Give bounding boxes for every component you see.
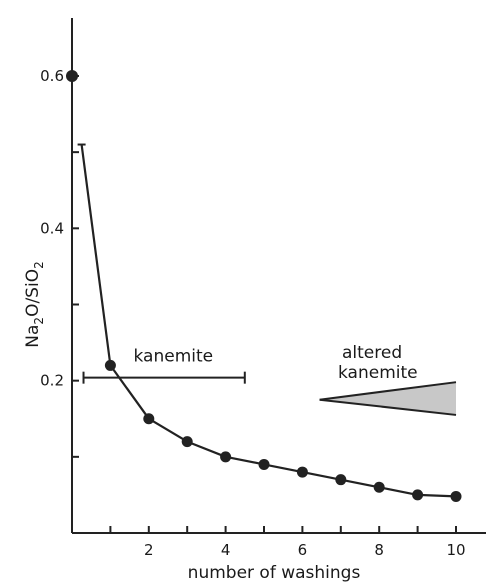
data-point — [373, 481, 385, 493]
y-axis-label-part: O/SiO — [23, 269, 43, 317]
altered-kanemite-wedge-top-edge — [319, 381, 457, 401]
altered-kanemite-wedge — [321, 382, 456, 415]
y-axis-label-part: Na — [23, 325, 43, 348]
y-tick-label: 0.4 — [40, 219, 64, 237]
data-point — [181, 436, 193, 448]
ticks: 2 4 6 8 10 0.2 0.4 0.6 — [40, 67, 465, 559]
x-axis-label: number of washings — [188, 563, 361, 583]
x-tick-label: 8 — [374, 541, 384, 559]
annotations: kanemite altered kanemite — [82, 343, 457, 416]
altered-kanemite-label-line-2: kanemite — [338, 363, 418, 383]
data-point — [143, 413, 155, 425]
data-point — [258, 458, 270, 470]
y-axis-label: Na2O/SiO2 — [23, 261, 46, 347]
y-tick-label: 0.6 — [40, 67, 64, 85]
series-line — [80, 144, 457, 498]
altered-kanemite-wedge-bottom-edge — [319, 398, 457, 416]
x-tick-label: 10 — [446, 541, 465, 559]
y-tick-label: 0.2 — [40, 372, 64, 390]
altered-kanemite-label-line-1: altered — [342, 343, 402, 363]
data-point — [296, 466, 308, 478]
axes — [71, 18, 486, 534]
y-axis-label-subscript: 2 — [32, 261, 46, 269]
series — [66, 69, 462, 502]
kanemite-label: kanemite — [134, 347, 214, 367]
data-point — [220, 451, 232, 463]
data-point — [412, 489, 424, 501]
x-tick-label: 2 — [144, 541, 154, 559]
data-point — [66, 69, 78, 82]
x-tick-label: 6 — [298, 541, 308, 559]
x-tick-label: 4 — [221, 541, 231, 559]
data-point — [450, 490, 462, 502]
data-point — [335, 474, 347, 486]
data-point — [104, 359, 116, 371]
y-axis-label-subscript: 2 — [32, 317, 46, 325]
